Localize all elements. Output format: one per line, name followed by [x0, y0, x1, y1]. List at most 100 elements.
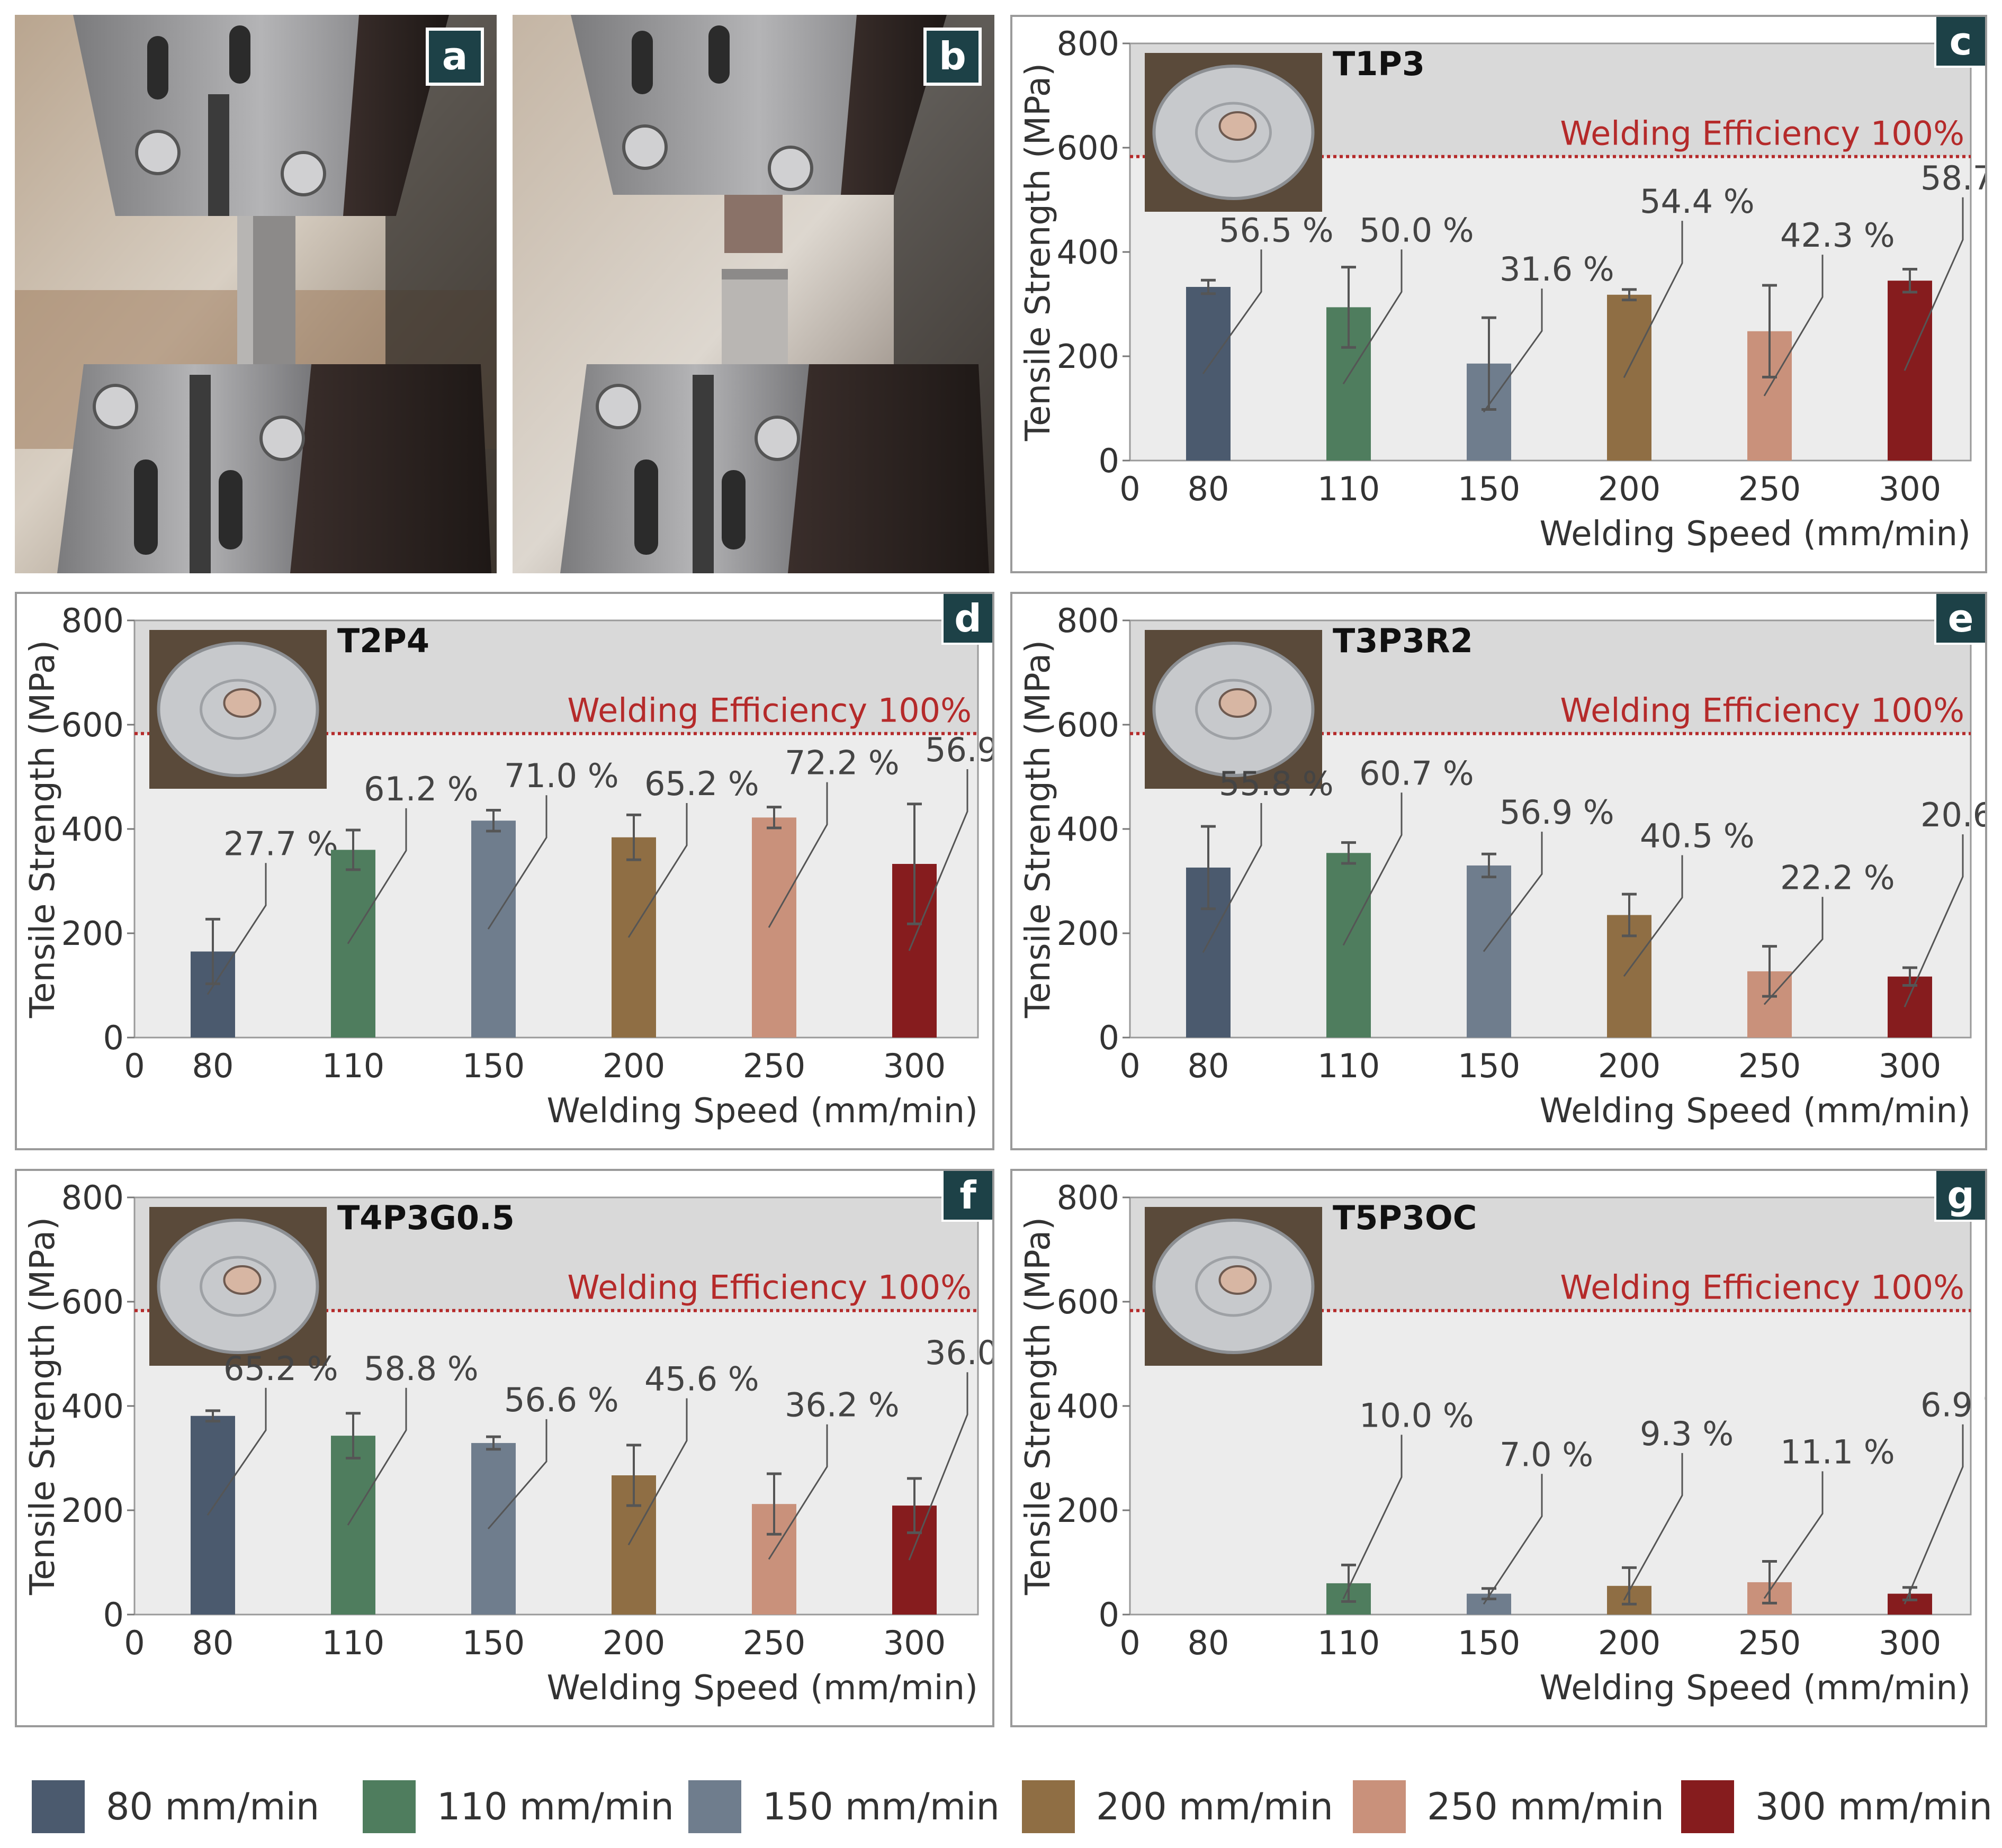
- tensile-test-photo-fractured: [513, 15, 994, 573]
- efficiency-percent-label: 55.8 %: [1219, 764, 1334, 803]
- panel-letter-a: a: [426, 28, 484, 86]
- x-tick-label: 150: [1458, 470, 1520, 508]
- x-tick-label: 110: [1317, 1047, 1380, 1085]
- chart-title: T5P3OC: [1333, 1198, 1477, 1237]
- x-origin-label: 0: [1119, 1624, 1140, 1662]
- x-tick-label: 110: [322, 1624, 384, 1662]
- legend-label-150: 150 mm/min: [762, 1785, 1000, 1828]
- x-tick-label: 250: [1738, 1624, 1801, 1662]
- x-axis-title: Welding Speed (mm/min): [1540, 1669, 1971, 1708]
- annotation-leader: [1342, 1435, 1403, 1600]
- y-tick-label: 600: [1057, 706, 1119, 744]
- x-tick-label: 300: [883, 1047, 946, 1085]
- bar: [612, 837, 656, 1038]
- efficiency-percent-label: 42.3 %: [1780, 216, 1895, 255]
- efficiency-percent-label: 54.4 %: [1640, 182, 1755, 221]
- annotation-leader: [487, 1419, 547, 1529]
- annotation-leader: [1623, 855, 1683, 977]
- efficiency-percent-label: 11.1 %: [1780, 1432, 1895, 1471]
- annotation-leader: [908, 769, 968, 951]
- annotation-leader: [1202, 803, 1262, 953]
- annotation-leader: [1483, 1474, 1543, 1605]
- annotation-leader: [768, 1424, 828, 1560]
- chart-panel-f: Welding Efficiency 100% T4P3G0.5 0 200 400 60…: [15, 1169, 994, 1727]
- y-tick-label: 400: [1057, 810, 1119, 849]
- x-tick-label: 150: [462, 1624, 525, 1662]
- efficiency-label: Welding Efficiency 100%: [1560, 691, 1964, 730]
- y-tick-label: 400: [1057, 1387, 1119, 1426]
- y-tick-label: 800: [61, 1178, 124, 1217]
- efficiency-label: Welding Efficiency 100%: [567, 1268, 972, 1307]
- legend-swatch-110: [363, 1780, 416, 1833]
- chart-panel-c: Welding Efficiency 100% T1P3 0 200 400 600 800…: [1010, 15, 1987, 573]
- efficiency-percent-label: 36.0 %: [925, 1333, 994, 1372]
- photo-panel-a: a: [15, 15, 497, 573]
- x-tick-label: 80: [1188, 470, 1229, 508]
- bar: [471, 821, 516, 1038]
- annotation-leader: [1342, 792, 1403, 946]
- bar-chart-e: Welding Efficiency 100% T3P3R2 0 200 400 600 8…: [1019, 601, 1985, 1131]
- x-tick-label: 200: [1598, 1624, 1660, 1662]
- chart-panel-g: Welding Efficiency 100% T5P3OC 0 200 400 600 8…: [1010, 1169, 1987, 1727]
- y-axis-title: Tensile Strength (MPa): [1019, 640, 1058, 1018]
- y-tick-label: 0: [1099, 1018, 1119, 1057]
- y-axis-title: Tensile Strength (MPa): [1019, 1217, 1058, 1595]
- y-tick-label: 200: [61, 914, 124, 953]
- y-tick-label: 0: [1099, 1595, 1119, 1634]
- efficiency-percent-label: 65.2 %: [644, 764, 759, 803]
- efficiency-percent-label: 27.7 %: [223, 824, 338, 863]
- y-tick-label: 800: [1057, 1178, 1119, 1217]
- x-axis-title: Welding Speed (mm/min): [547, 1669, 978, 1708]
- annotation-leader: [1483, 832, 1543, 952]
- x-tick-label: 300: [883, 1624, 946, 1662]
- bar-chart-d: Welding Efficiency 100%T2P40200400600800…: [23, 601, 992, 1131]
- weld-photo-pin: [223, 688, 262, 718]
- annotation-leader: [207, 1387, 267, 1516]
- chart-panel-d: Welding Efficiency 100% T2P4 0 200 400 600 800…: [15, 592, 994, 1150]
- efficiency-percent-label: 56.5 %: [1219, 211, 1334, 249]
- panel-letter-c: c: [1934, 17, 1985, 68]
- efficiency-percent-label: 45.6 %: [644, 1359, 759, 1398]
- annotation-leader: [627, 803, 688, 938]
- efficiency-percent-label: 6.9 %: [1920, 1386, 1987, 1425]
- efficiency-percent-label: 31.6 %: [1500, 250, 1614, 289]
- annotation-leader: [627, 1398, 688, 1546]
- annotation-leader: [1623, 1453, 1683, 1601]
- y-tick-label: 400: [61, 1387, 124, 1426]
- efficiency-percent-label: 56.9 %: [1500, 793, 1614, 832]
- y-axis-title: Tensile Strength (MPa): [23, 1217, 62, 1595]
- x-tick-label: 250: [743, 1624, 805, 1662]
- y-tick-label: 200: [1057, 337, 1119, 376]
- y-tick-label: 800: [1057, 24, 1119, 63]
- efficiency-label: Welding Efficiency 100%: [567, 691, 972, 730]
- legend-label-110: 110 mm/min: [437, 1785, 674, 1828]
- y-tick-label: 200: [1057, 1491, 1119, 1530]
- bar-chart-f: Welding Efficiency 100% T4P3G0.5 0 200 400 60…: [23, 1178, 994, 1708]
- efficiency-percent-label: 10.0 %: [1359, 1396, 1474, 1435]
- bar: [471, 1443, 516, 1615]
- efficiency-percent-label: 58.7 %: [1920, 159, 1987, 197]
- efficiency-percent-label: 71.0 %: [504, 756, 619, 795]
- annotation-leader: [207, 863, 267, 995]
- efficiency-percent-label: 65.2 %: [223, 1349, 338, 1388]
- x-tick-label: 110: [322, 1047, 384, 1085]
- photo-panel-b: b: [513, 15, 994, 573]
- y-tick-label: 600: [1057, 129, 1119, 167]
- x-origin-label: 0: [124, 1624, 145, 1662]
- efficiency-percent-label: 7.0 %: [1500, 1435, 1593, 1474]
- legend-label-250: 250 mm/min: [1427, 1785, 1664, 1828]
- x-axis-title: Welding Speed (mm/min): [1540, 515, 1971, 554]
- bar: [1467, 865, 1511, 1038]
- x-tick-label: 150: [1458, 1047, 1520, 1085]
- weld-photo-pin: [1218, 111, 1257, 141]
- bar: [191, 1416, 235, 1615]
- x-tick-label: 110: [1317, 1624, 1380, 1662]
- y-tick-label: 600: [61, 1283, 124, 1321]
- panel-letter-e: e: [1934, 594, 1985, 645]
- x-origin-label: 0: [124, 1047, 145, 1085]
- bar: [331, 1436, 375, 1615]
- y-tick-label: 0: [1099, 441, 1119, 480]
- x-axis-title: Welding Speed (mm/min): [1540, 1092, 1971, 1131]
- annotation-leader: [1763, 897, 1824, 1005]
- weld-photo-ring: [1195, 1256, 1272, 1317]
